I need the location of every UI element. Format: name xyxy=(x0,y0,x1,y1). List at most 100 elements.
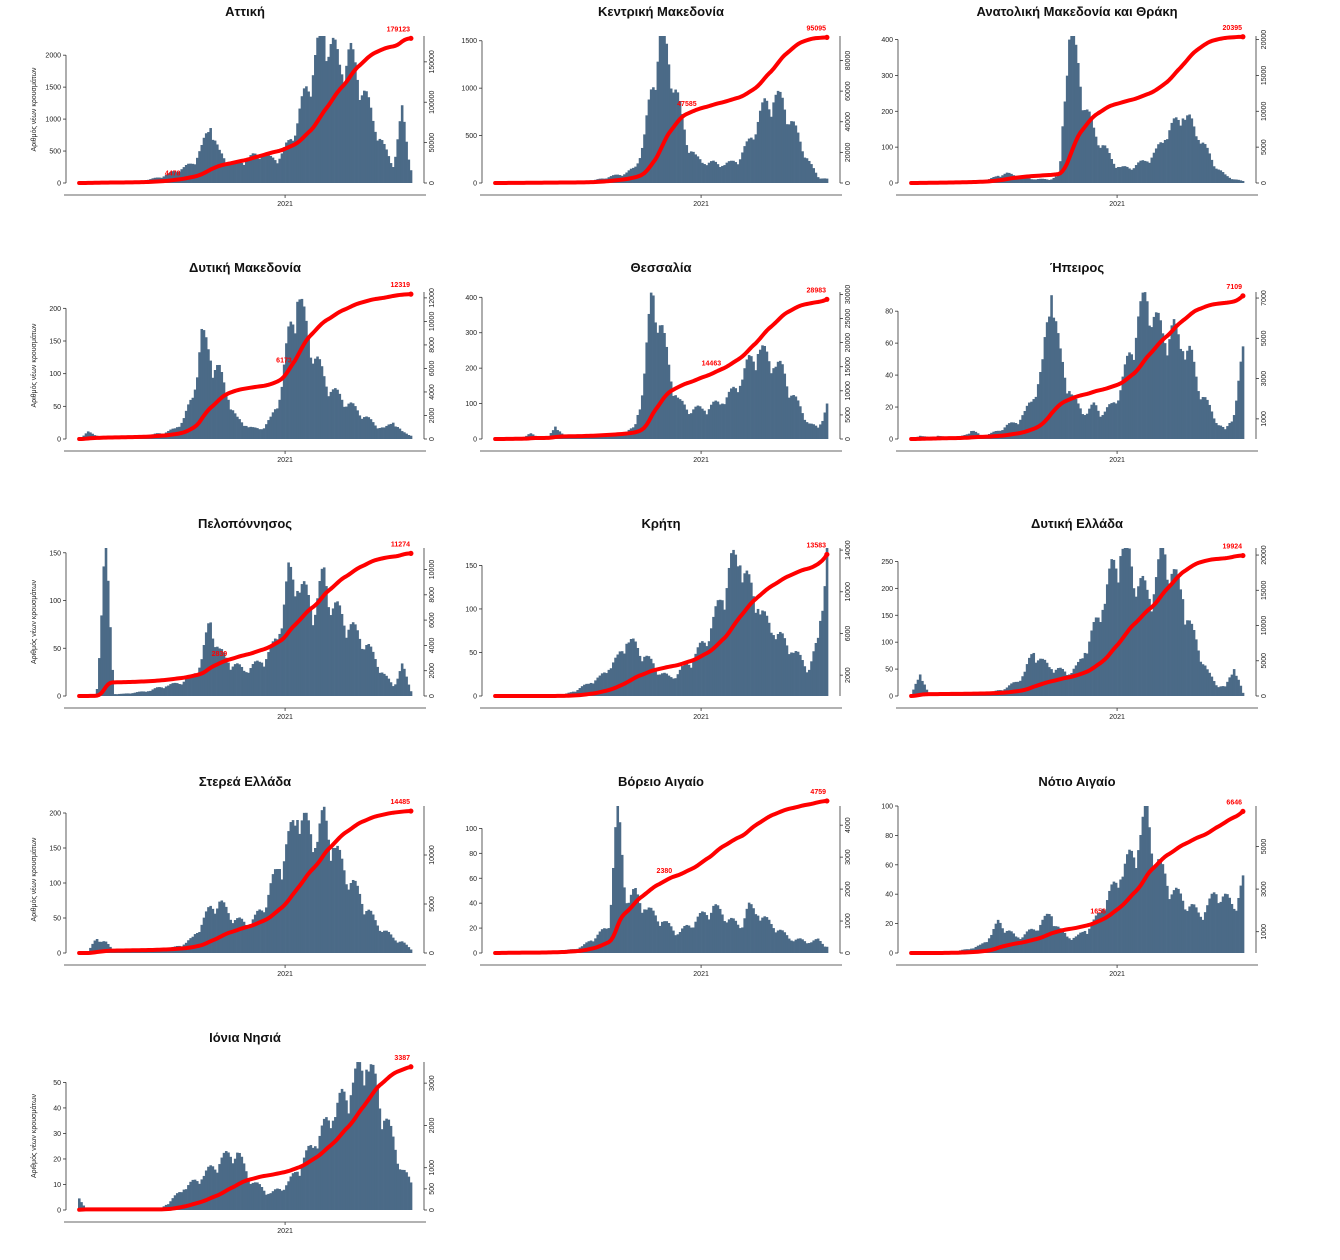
daily-bar xyxy=(95,939,99,953)
daily-bar xyxy=(812,168,815,183)
daily-bar xyxy=(1228,677,1231,696)
daily-bar xyxy=(249,426,253,439)
daily-bar xyxy=(598,931,602,953)
daily-bar xyxy=(1101,145,1105,183)
daily-bar xyxy=(787,654,791,696)
daily-bar xyxy=(681,666,684,696)
cumulative-line xyxy=(77,1064,413,1212)
daily-bar xyxy=(1083,415,1087,439)
right-tick-label: 0 xyxy=(429,1208,436,1212)
daily-bar xyxy=(774,94,778,183)
cumulative-value-label: 19924 xyxy=(1223,544,1243,551)
daily-bar xyxy=(701,641,704,696)
daily-bar xyxy=(340,613,344,696)
daily-bar xyxy=(669,88,673,183)
cumulative-value-label: 95095 xyxy=(807,25,827,32)
daily-bar xyxy=(694,653,697,696)
daily-bar xyxy=(98,658,101,696)
daily-bar xyxy=(155,687,159,696)
left-tick-label: 500 xyxy=(49,149,61,156)
daily-bar xyxy=(674,935,677,953)
daily-bar xyxy=(231,666,235,696)
daily-bar xyxy=(1235,910,1238,953)
daily-bar xyxy=(1163,343,1167,439)
daily-bar xyxy=(365,911,368,953)
daily-bar xyxy=(385,930,388,953)
daily-bar xyxy=(213,647,217,696)
daily-bar xyxy=(696,647,700,696)
right-tick-label: 20000 xyxy=(845,333,852,353)
daily-bar xyxy=(1130,354,1134,439)
daily-bar xyxy=(1159,142,1162,183)
daily-bar xyxy=(770,924,773,953)
daily-bar xyxy=(1190,118,1194,183)
daily-bar xyxy=(656,674,660,696)
daily-bar xyxy=(632,167,635,183)
daily-bar xyxy=(200,145,204,183)
daily-bar xyxy=(251,664,255,696)
daily-bar xyxy=(1021,676,1024,696)
daily-bar xyxy=(745,359,749,439)
daily-bar xyxy=(1099,622,1102,696)
daily-bar xyxy=(1179,893,1183,953)
daily-bar xyxy=(745,570,749,696)
daily-bar xyxy=(289,139,293,183)
daily-bars xyxy=(912,36,1245,184)
daily-bar xyxy=(280,879,284,953)
daily-bar xyxy=(629,168,633,183)
daily-bar xyxy=(1079,932,1082,953)
daily-bar xyxy=(623,653,626,696)
daily-bar xyxy=(102,566,106,696)
daily-bar xyxy=(371,120,375,183)
left-tick-label: 60 xyxy=(469,876,477,883)
daily-bar xyxy=(718,167,722,183)
cumulative-value-label: 13583 xyxy=(807,542,827,549)
daily-bar xyxy=(1166,139,1169,183)
daily-bar xyxy=(1056,333,1060,439)
daily-bar xyxy=(200,1179,204,1210)
daily-bar xyxy=(1077,934,1080,953)
left-tick-label: 60 xyxy=(885,341,893,348)
daily-bar xyxy=(376,1089,379,1210)
daily-bar xyxy=(718,599,722,696)
daily-bar xyxy=(605,673,608,696)
x-tick-label: 2021 xyxy=(277,201,293,208)
daily-bar xyxy=(300,584,304,696)
daily-bar xyxy=(178,171,181,183)
daily-bar xyxy=(318,823,322,953)
daily-bar xyxy=(351,1082,355,1210)
daily-bar xyxy=(329,44,333,183)
daily-bar xyxy=(696,156,700,183)
daily-bar xyxy=(1043,337,1047,439)
daily-bar xyxy=(747,138,751,183)
daily-bar xyxy=(701,911,704,953)
left-tick-label: 0 xyxy=(473,694,477,701)
daily-bar xyxy=(1235,675,1238,696)
daily-bar xyxy=(801,660,804,696)
daily-bar xyxy=(227,1152,230,1210)
daily-bar xyxy=(1123,548,1127,696)
daily-bar xyxy=(196,377,199,439)
daily-bar xyxy=(400,105,404,183)
daily-bar xyxy=(1114,403,1118,439)
daily-bar xyxy=(1186,620,1189,696)
daily-bar xyxy=(643,134,646,183)
daily-bar xyxy=(240,918,244,953)
daily-bar xyxy=(1090,923,1093,953)
daily-bar xyxy=(812,651,815,696)
daily-bar xyxy=(307,594,310,696)
daily-bar xyxy=(305,584,308,696)
daily-bar xyxy=(391,167,395,183)
daily-bar xyxy=(1206,905,1209,953)
daily-bar xyxy=(914,683,918,696)
daily-bar xyxy=(314,55,317,184)
daily-bar xyxy=(314,358,317,439)
daily-bar xyxy=(224,906,228,953)
daily-bar xyxy=(658,925,662,953)
daily-bar xyxy=(383,673,386,696)
right-tick-label: 3000 xyxy=(845,849,852,865)
daily-bar xyxy=(1168,130,1171,183)
daily-bar xyxy=(698,406,702,439)
daily-bar xyxy=(196,157,199,183)
right-tick-label: 0 xyxy=(845,951,852,955)
